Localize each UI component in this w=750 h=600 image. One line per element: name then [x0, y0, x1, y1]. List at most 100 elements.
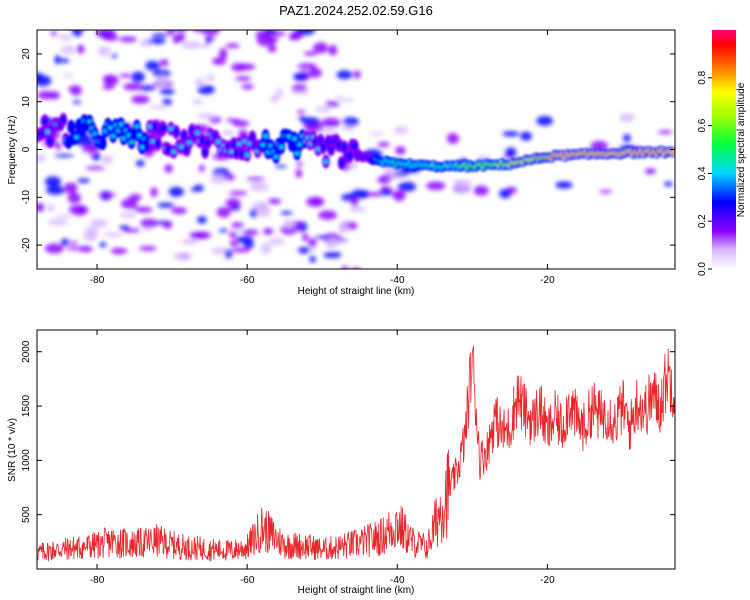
- spectrogram-panel: -80 -60 -40 -20 -20 -10 0 10 20 Height of strai…: [7, 16, 676, 297]
- noise-blob: [218, 228, 229, 233]
- noise-blob: [225, 198, 241, 207]
- noise-blob: [55, 142, 62, 150]
- noise-blob: [288, 33, 301, 41]
- noise-blob: [98, 192, 117, 197]
- ridge-core: [297, 142, 302, 147]
- noise-blob: [235, 76, 252, 81]
- noise-blob: [198, 165, 205, 172]
- ridge-core: [108, 125, 113, 130]
- ridge-core: [121, 136, 126, 141]
- ridge-core: [168, 126, 174, 131]
- ridge-core: [263, 134, 268, 138]
- noise-blob: [209, 116, 222, 123]
- noise-blob: [197, 85, 215, 95]
- noise-blob: [54, 55, 61, 65]
- ridge-core: [118, 122, 124, 127]
- noise-blob: [213, 21, 222, 29]
- noise-blob: [76, 44, 85, 54]
- ridge-mid: [202, 148, 209, 156]
- noise-blob: [149, 105, 168, 109]
- noise-blob: [85, 166, 106, 170]
- noise-blob: [194, 78, 205, 86]
- noise-blob: [173, 252, 193, 261]
- noise-blob: [163, 221, 173, 229]
- noise-blob: [83, 230, 98, 242]
- spectrogram-noise: [37, 16, 673, 269]
- noise-blob: [270, 94, 279, 104]
- figure-title: PAZ1.2024.252.02.59.G16: [279, 3, 433, 18]
- noise-blob: [200, 44, 210, 48]
- y-tick-label: 500: [21, 506, 32, 523]
- ridge-mid: [68, 122, 75, 131]
- noise-blob: [206, 74, 215, 82]
- ridge-mid: [78, 126, 85, 134]
- spectrogram-y-label: Frequency (Hz): [7, 116, 18, 185]
- spectrogram-x-ticks: -80 -60 -40 -20: [90, 30, 555, 286]
- ridge-core: [110, 134, 116, 139]
- noise-blob: [657, 130, 673, 134]
- noise-blob: [178, 32, 185, 43]
- noise-blob: [110, 53, 117, 58]
- noise-blob: [370, 132, 385, 136]
- noise-blob: [348, 206, 367, 213]
- ridge-core: [242, 139, 247, 144]
- noise-blob: [338, 223, 349, 234]
- noise-blob: [50, 31, 58, 36]
- noise-blob: [329, 238, 342, 246]
- noise-blob: [274, 164, 287, 169]
- ridge-mid: [99, 139, 106, 148]
- noise-blob: [276, 88, 283, 98]
- noise-blob: [301, 117, 321, 126]
- noise-blob: [72, 100, 82, 104]
- noise-blob: [380, 187, 394, 191]
- noise-blob: [170, 207, 188, 215]
- noise-blob: [242, 229, 259, 236]
- noise-blob: [590, 140, 608, 151]
- noise-blob: [394, 126, 408, 135]
- snr-y-label: SNR (10 * v/v): [7, 418, 18, 482]
- noise-blob: [69, 241, 79, 245]
- y-tick-label: 0: [21, 146, 32, 152]
- ridge-mid: [351, 142, 358, 151]
- noise-blob: [262, 228, 274, 235]
- ridge-mid: [154, 139, 161, 148]
- ridge-core: [670, 150, 675, 154]
- noise-blob: [97, 33, 112, 37]
- noise-blob: [100, 16, 112, 20]
- noise-blob: [426, 181, 446, 191]
- noise-blob: [246, 177, 265, 182]
- colorbar-label: Normalized spectral amplitude: [736, 82, 747, 217]
- ridge-core: [244, 153, 250, 157]
- ridge-core: [273, 154, 279, 159]
- noise-blob: [56, 214, 72, 218]
- noise-blob: [47, 219, 68, 226]
- ridge-core: [179, 144, 184, 149]
- noise-blob: [168, 186, 185, 197]
- noise-blob: [119, 212, 137, 218]
- noise-blob: [216, 206, 231, 218]
- ridge-core: [237, 141, 242, 146]
- noise-blob: [393, 190, 406, 202]
- noise-blob: [325, 101, 340, 107]
- snr-series-line: [37, 345, 675, 562]
- noise-blob: [520, 131, 533, 141]
- noise-blob: [123, 83, 143, 91]
- x-tick-label: -40: [390, 275, 405, 286]
- ridge-core: [292, 136, 297, 141]
- noise-blob: [140, 218, 158, 228]
- noise-blob: [70, 85, 82, 96]
- noise-blob: [505, 147, 517, 158]
- y-tick-label: 10: [21, 96, 32, 108]
- noise-blob: [229, 240, 239, 247]
- noise-blob: [453, 179, 472, 190]
- noise-blob: [79, 30, 83, 31]
- noise-blob: [64, 182, 78, 194]
- noise-blob: [664, 181, 673, 187]
- x-tick-label: -80: [90, 575, 105, 586]
- y-tick-label: 1000: [21, 449, 32, 472]
- noise-blob: [153, 69, 171, 78]
- noise-blob: [343, 117, 359, 127]
- noise-blob: [103, 232, 124, 237]
- noise-blob: [210, 174, 226, 184]
